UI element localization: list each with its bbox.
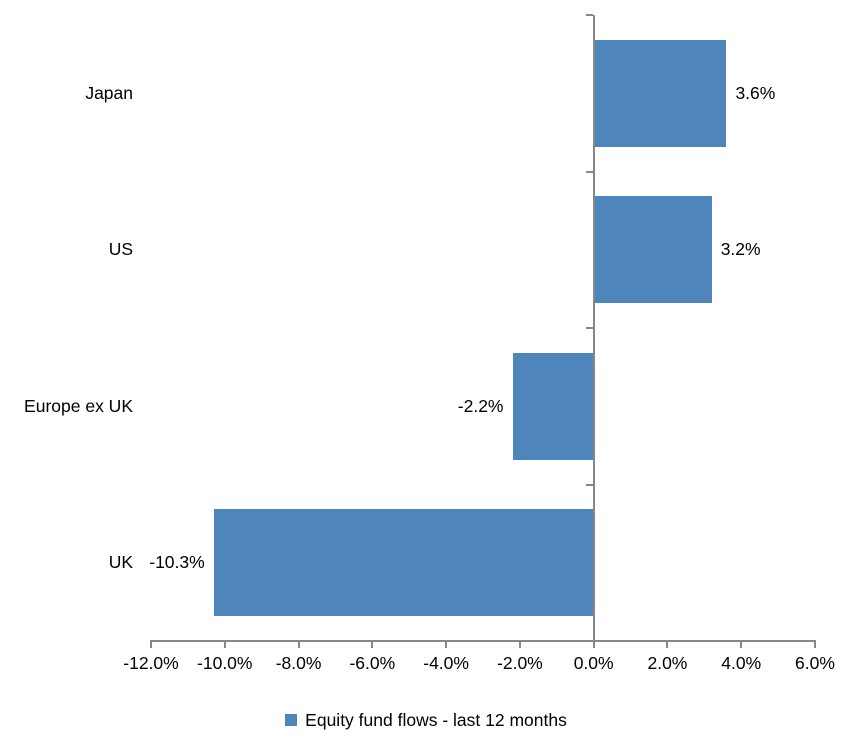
- value-label-uk: -10.3%: [149, 552, 205, 573]
- value-axis-tick: [518, 640, 521, 648]
- value-axis-tick: [666, 640, 669, 648]
- category-axis-tick: [585, 483, 593, 486]
- value-axis-tick-label: 4.0%: [721, 653, 762, 673]
- legend-marker-icon: [285, 714, 298, 726]
- value-label-europe-ex-uk: -2.2%: [457, 395, 504, 416]
- value-axis-tick-label: 2.0%: [647, 653, 688, 673]
- category-axis-line: [592, 15, 595, 648]
- category-label-us: US: [108, 239, 133, 260]
- bar-uk: [213, 509, 594, 617]
- value-axis-line: [150, 640, 816, 642]
- value-axis-tick: [223, 640, 226, 648]
- value-axis-tick-label: -8.0%: [275, 653, 322, 673]
- category-axis-tick: [585, 327, 593, 329]
- category-axis-tick: [585, 14, 593, 16]
- value-label-us: 3.2%: [720, 239, 761, 260]
- value-axis-tick: [297, 640, 300, 648]
- value-axis-tick: [740, 640, 743, 648]
- value-axis-tick: [814, 640, 816, 648]
- value-axis-tick: [371, 640, 374, 648]
- category-label-europe-ex-uk: Europe ex UK: [24, 395, 133, 416]
- value-axis-tick-label: -4.0%: [423, 653, 469, 673]
- value-axis-tick-label: 0.0%: [573, 653, 614, 673]
- value-axis-tick: [150, 640, 152, 648]
- category-axis-tick: [585, 170, 593, 173]
- value-axis-tick-label: -2.0%: [497, 653, 543, 673]
- bar-europe-ex-uk: [512, 352, 594, 460]
- value-label-japan: 3.6%: [735, 82, 776, 103]
- value-axis-tick: [592, 640, 595, 648]
- value-axis-tick-label: -6.0%: [349, 653, 396, 673]
- category-label-uk: UK: [108, 552, 133, 573]
- value-axis-tick-label: -12.0%: [123, 653, 179, 673]
- legend: Equity fund flows - last 12 months: [0, 706, 852, 734]
- bar-us: [593, 196, 712, 304]
- value-axis-tick-label: 6.0%: [795, 653, 835, 673]
- legend-label: Equity fund flows - last 12 months: [305, 709, 567, 730]
- category-label-japan: Japan: [85, 82, 133, 103]
- value-axis-tick-label: -10.0%: [197, 653, 253, 673]
- value-axis-tick: [445, 640, 448, 648]
- bar-japan: [593, 39, 727, 147]
